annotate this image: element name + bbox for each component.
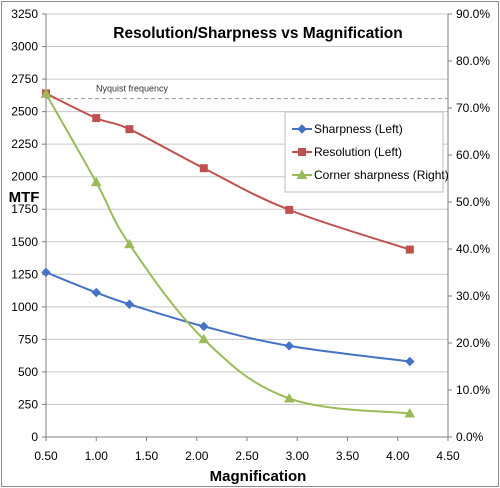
series-group [40,88,416,418]
y-tick-label: 0 [31,430,38,444]
y2-tick-labels: 0.0% 10.0% 20.0% 30.0% 40.0% 50.0% 60.0% 70.0% 8… [456,7,490,444]
y-tick-label: 1250 [11,267,38,281]
data-point [91,287,101,298]
grid-lines [46,13,448,438]
legend-label: Resolution (Left) [314,145,402,159]
data-point [124,238,135,249]
x-tick-label: 4.00 [386,449,410,463]
data-point [92,114,101,123]
data-point [198,333,210,344]
data-point [125,125,134,134]
data-point [40,88,52,98]
y-tick-label: 3250 [11,7,38,21]
x-tick-label: 1.00 [85,449,109,463]
annotation-group: Nyquist frequency [46,84,448,100]
y-tick-labels: 0 250 500 750 1000 1250 1500 1750 2000 2250 2500 27… [11,7,38,444]
data-point [90,176,102,187]
x-tick-labels: 0.50 1.00 1.50 2.00 2.50 3.00 3.50 4.00 4.50 [34,449,460,463]
axes [42,13,452,441]
legend-item: Corner sharpness (Right) [292,168,449,182]
data-point [283,392,295,403]
data-point [298,148,306,156]
y-tick-label: 2250 [11,137,38,151]
x-tick-label: 4.50 [436,449,460,463]
y-tick-label: 3000 [11,40,38,54]
data-point [405,245,414,254]
y-tick-label: 2500 [11,105,38,119]
y-tick-label: 500 [18,365,38,379]
y-axis-title: MTF [9,189,40,206]
y-tick-label: 1000 [11,300,38,314]
data-point [284,341,294,351]
y-tick-label: 750 [18,332,38,346]
x-tick-label: 0.50 [34,449,58,463]
legend-item: Sharpness (Left) [292,122,403,136]
y2-tick-label: 20.0% [456,336,490,350]
y-tick-label: 2750 [11,72,38,86]
y2-tick-label: 70.0% [456,101,490,115]
data-point [297,124,307,134]
data-point [404,407,416,418]
legend-item: Resolution (Left) [292,145,402,159]
y2-tick-label: 10.0% [456,383,490,397]
nyquist-label: Nyquist frequency [96,84,169,94]
data-point [124,299,135,309]
series-line [45,93,410,415]
data-point [285,205,294,214]
x-axis-title: Magnification [210,468,307,485]
y2-tick-label: 80.0% [456,54,490,68]
y2-tick-label: 40.0% [456,242,490,256]
x-tick-label: 1.50 [135,449,159,463]
y2-tick-label: 90.0% [456,7,490,21]
data-point [199,321,209,332]
series-1 [41,267,415,367]
y-tick-label: 1500 [11,235,38,249]
data-point [405,356,415,367]
y-tick-label: 1750 [11,202,38,216]
series-line [45,271,410,363]
y2-tick-label: 30.0% [456,289,490,303]
y-tick-label: 250 [18,397,38,411]
series-3 [40,88,416,418]
x-tick-label: 3.50 [336,449,360,463]
legend-label: Corner sharpness (Right) [314,168,449,182]
y2-tick-label: 0.0% [456,430,484,444]
legend-label: Sharpness (Left) [314,122,403,136]
x-tick-label: 2.50 [235,449,259,463]
legend: Sharpness (Left) Resolution (Left) Corner … [284,111,449,193]
x-tick-label: 3.00 [286,449,310,463]
data-point [199,164,208,173]
data-point [296,169,308,179]
x-tick-label: 2.00 [185,449,209,463]
y2-tick-label: 50.0% [456,195,490,209]
chart-title: Resolution/Sharpness vs Magnification [113,25,402,42]
y2-tick-label: 60.0% [456,148,490,162]
y-tick-label: 2000 [11,170,38,184]
data-point [41,267,51,278]
